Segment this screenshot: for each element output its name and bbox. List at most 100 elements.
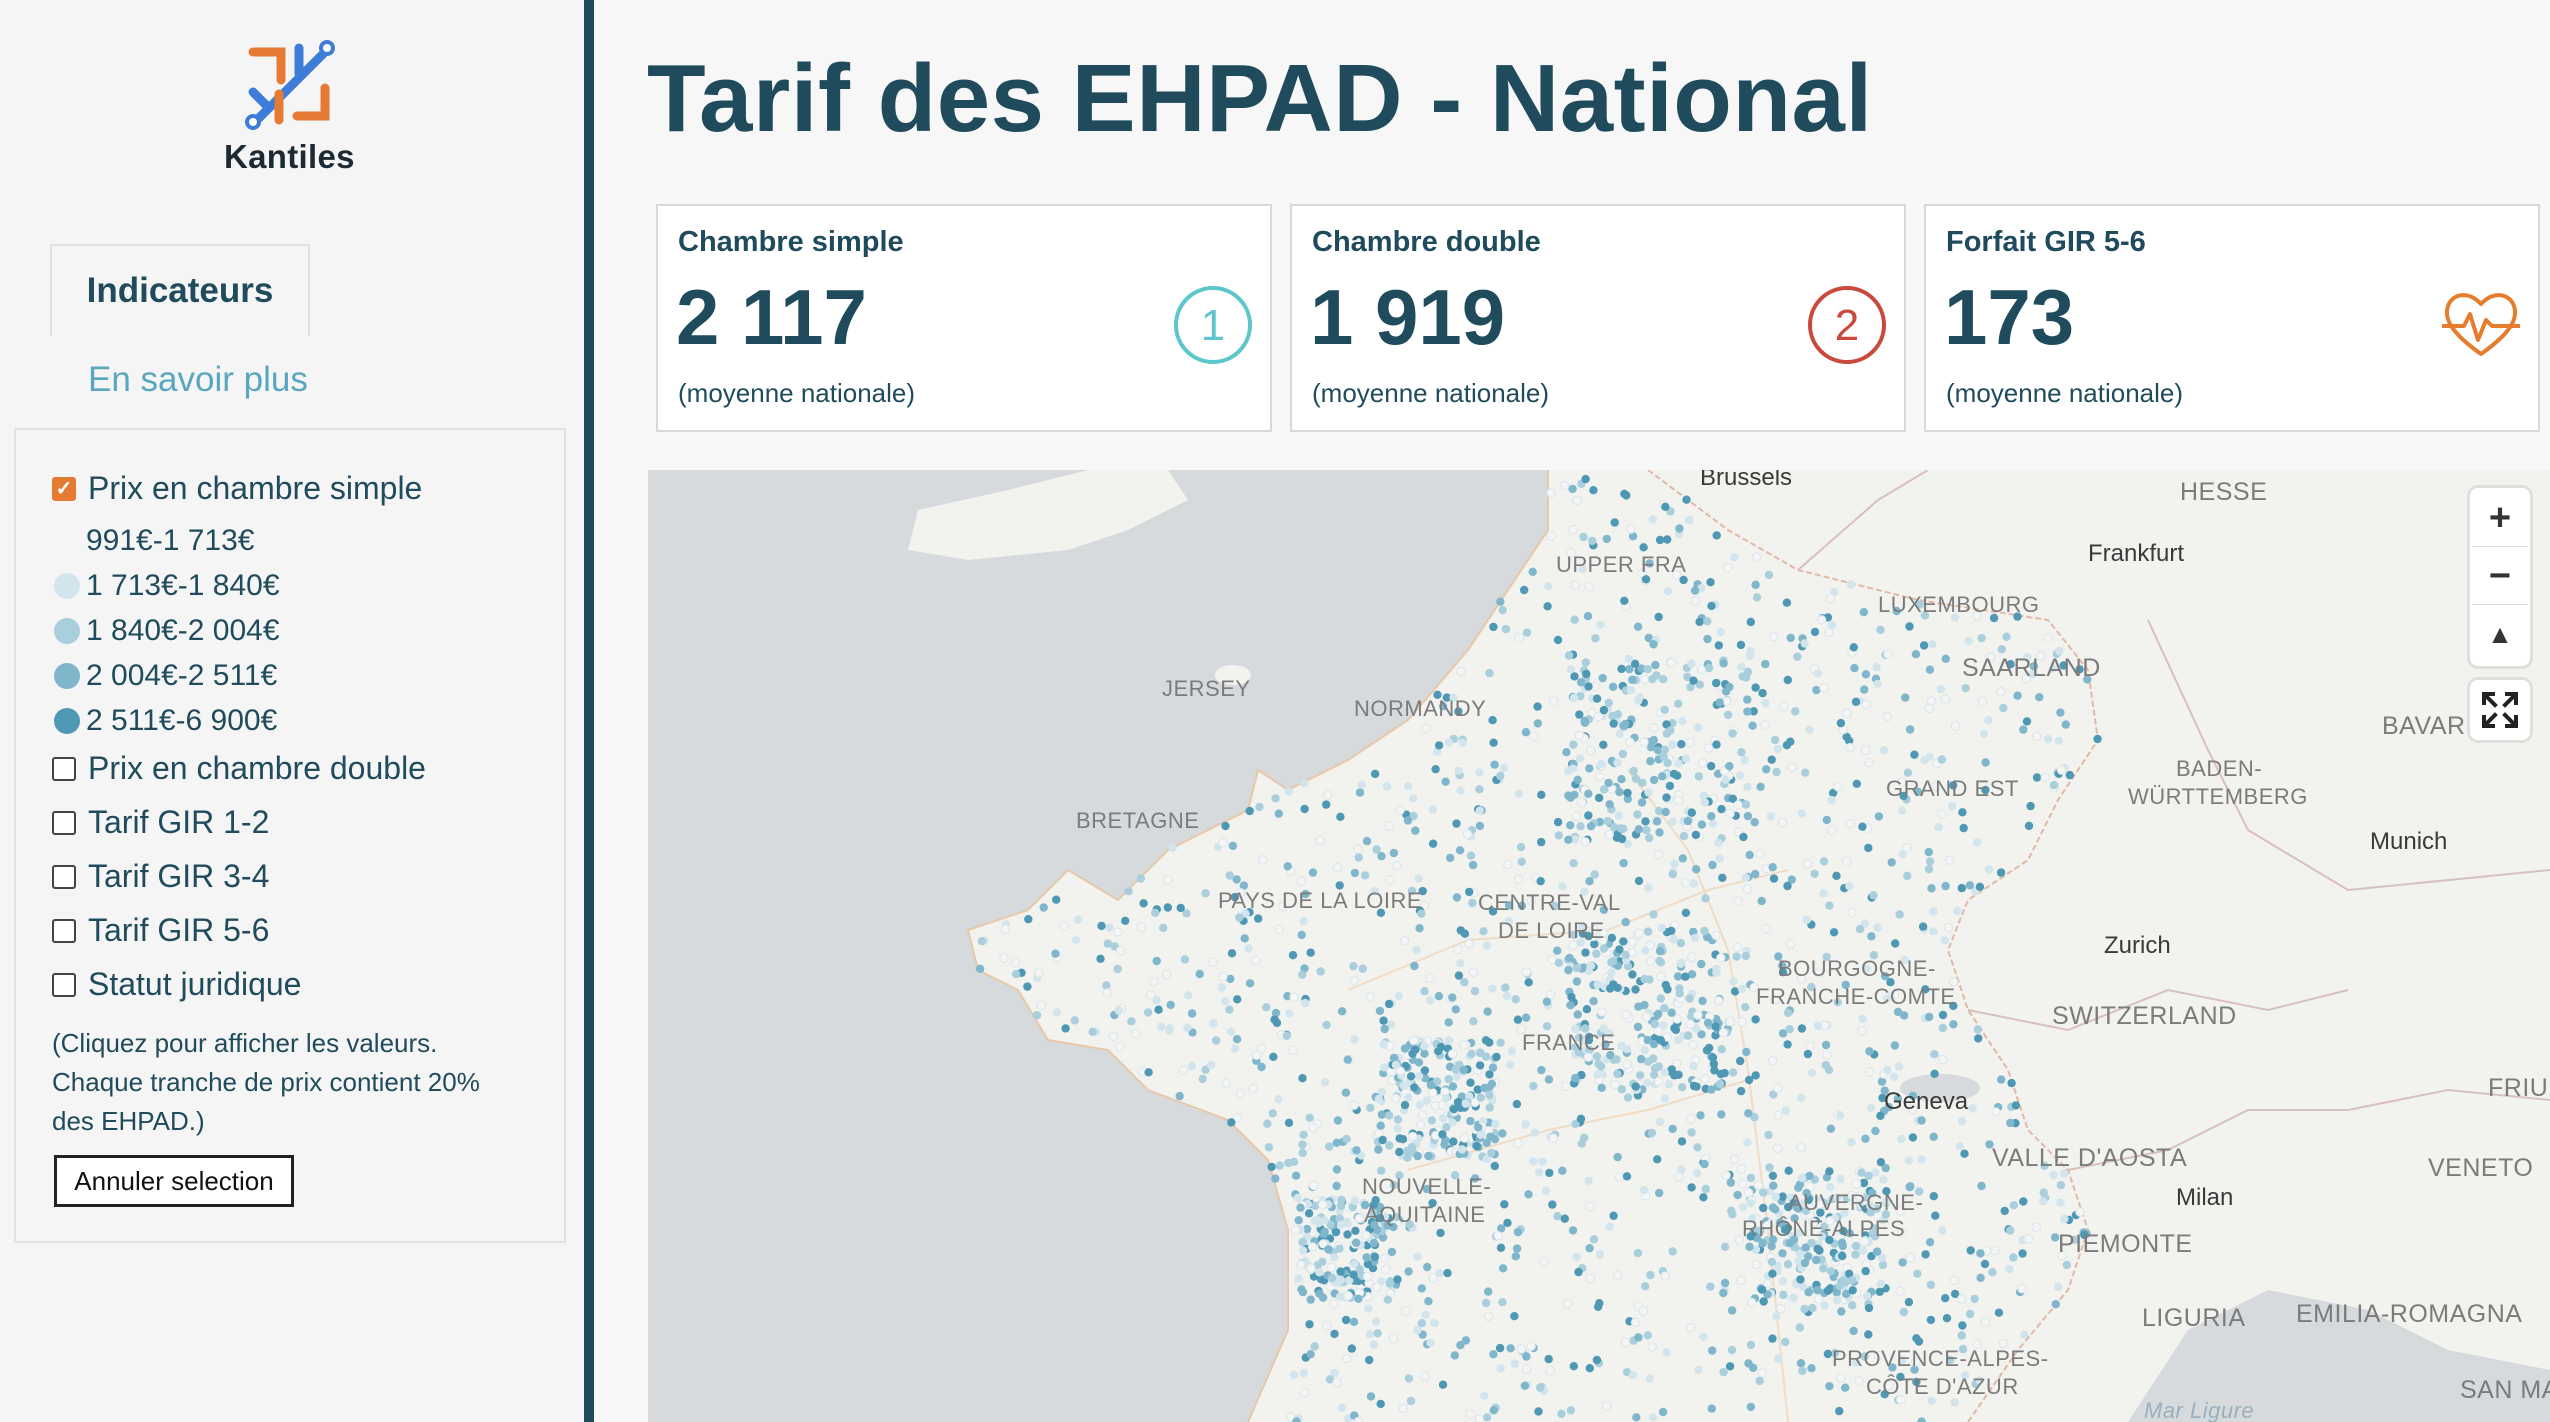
ehpad-point[interactable] bbox=[1245, 979, 1255, 988]
ehpad-point[interactable] bbox=[1364, 1304, 1373, 1313]
ehpad-point[interactable] bbox=[1750, 818, 1759, 827]
ehpad-point[interactable] bbox=[1609, 980, 1618, 989]
ehpad-point[interactable] bbox=[1406, 1396, 1416, 1406]
ehpad-point[interactable] bbox=[1297, 930, 1306, 940]
ehpad-point[interactable] bbox=[2048, 664, 2058, 673]
ehpad-point[interactable] bbox=[1692, 865, 1701, 874]
ehpad-point[interactable] bbox=[1689, 1062, 1698, 1071]
ehpad-point[interactable] bbox=[1354, 1213, 1364, 1223]
ehpad-point[interactable] bbox=[1796, 1142, 1806, 1152]
ehpad-point[interactable] bbox=[1897, 1134, 1906, 1144]
ehpad-point[interactable] bbox=[1500, 1200, 1509, 1209]
ehpad-point[interactable] bbox=[1450, 1351, 1459, 1360]
ehpad-point[interactable] bbox=[1244, 944, 1253, 953]
ehpad-point[interactable] bbox=[1688, 1040, 1699, 1050]
ehpad-point[interactable] bbox=[1762, 1278, 1773, 1289]
ehpad-point[interactable] bbox=[1461, 1099, 1470, 1108]
ehpad-point[interactable] bbox=[1458, 738, 1467, 747]
ehpad-point[interactable] bbox=[1666, 726, 1675, 735]
ehpad-point[interactable] bbox=[1745, 1242, 1754, 1251]
ehpad-point[interactable] bbox=[1407, 886, 1417, 896]
ehpad-point[interactable] bbox=[1476, 1048, 1485, 1058]
ehpad-point[interactable] bbox=[1751, 1071, 1760, 1080]
ehpad-point[interactable] bbox=[1362, 1253, 1371, 1262]
ehpad-point[interactable] bbox=[1645, 1374, 1654, 1383]
ehpad-point[interactable] bbox=[1634, 928, 1644, 938]
ehpad-point[interactable] bbox=[1882, 994, 1892, 1003]
ehpad-point[interactable] bbox=[1274, 809, 1283, 818]
ehpad-point[interactable] bbox=[1851, 1250, 1860, 1259]
ehpad-point[interactable] bbox=[2075, 665, 2084, 674]
ehpad-point[interactable] bbox=[1425, 996, 1435, 1005]
ehpad-point[interactable] bbox=[1894, 1062, 1904, 1071]
ehpad-point[interactable] bbox=[1953, 906, 1962, 916]
ehpad-point[interactable] bbox=[1727, 1206, 1736, 1215]
ehpad-point[interactable] bbox=[1152, 996, 1161, 1005]
ehpad-point[interactable] bbox=[1572, 963, 1582, 973]
ehpad-point[interactable] bbox=[1589, 997, 1598, 1006]
ehpad-point[interactable] bbox=[1239, 881, 1249, 890]
ehpad-point[interactable] bbox=[1332, 1165, 1342, 1174]
ehpad-point[interactable] bbox=[1408, 1131, 1418, 1142]
ehpad-point[interactable] bbox=[1475, 806, 1484, 815]
ehpad-point[interactable] bbox=[1609, 956, 1618, 966]
ehpad-point[interactable] bbox=[1862, 1291, 1872, 1301]
ehpad-point[interactable] bbox=[1573, 1010, 1582, 1019]
ehpad-point[interactable] bbox=[1608, 682, 1618, 691]
ehpad-point[interactable] bbox=[2075, 1207, 2085, 1217]
ehpad-point[interactable] bbox=[1673, 1036, 1683, 1045]
ehpad-point[interactable] bbox=[1765, 1163, 1774, 1172]
ehpad-point[interactable] bbox=[1413, 1326, 1422, 1335]
ehpad-point[interactable] bbox=[1370, 1220, 1379, 1229]
ehpad-point[interactable] bbox=[1836, 1373, 1846, 1383]
ehpad-point[interactable] bbox=[1596, 1062, 1606, 1071]
ehpad-point[interactable] bbox=[1584, 811, 1593, 820]
ehpad-point[interactable] bbox=[1496, 597, 1505, 606]
ehpad-point[interactable] bbox=[1382, 782, 1392, 791]
ehpad-point[interactable] bbox=[1438, 702, 1448, 711]
ehpad-point[interactable] bbox=[1535, 1383, 1545, 1392]
ehpad-point[interactable] bbox=[1447, 1049, 1458, 1059]
ehpad-point[interactable] bbox=[1198, 1074, 1207, 1084]
ehpad-point[interactable] bbox=[1272, 1018, 1282, 1028]
ehpad-point[interactable] bbox=[1479, 927, 1488, 936]
ehpad-point[interactable] bbox=[1908, 1091, 1918, 1101]
ehpad-point[interactable] bbox=[1656, 958, 1666, 967]
ehpad-point[interactable] bbox=[1743, 1138, 1752, 1147]
ehpad-point[interactable] bbox=[1797, 1173, 1807, 1183]
ehpad-point[interactable] bbox=[1470, 986, 1480, 996]
ehpad-point[interactable] bbox=[1404, 1267, 1413, 1276]
ehpad-point[interactable] bbox=[1779, 1290, 1788, 1300]
ehpad-point[interactable] bbox=[1487, 1079, 1497, 1088]
ehpad-point[interactable] bbox=[2028, 669, 2037, 679]
ehpad-point[interactable] bbox=[1772, 1312, 1781, 1321]
ehpad-point[interactable] bbox=[1744, 1359, 1753, 1368]
ehpad-point[interactable] bbox=[1187, 1061, 1197, 1071]
ehpad-point[interactable] bbox=[1594, 793, 1604, 803]
ehpad-point[interactable] bbox=[1728, 794, 1738, 803]
ehpad-point[interactable] bbox=[1681, 972, 1690, 981]
ehpad-point[interactable] bbox=[1627, 937, 1638, 947]
ehpad-point[interactable] bbox=[1537, 837, 1546, 847]
ehpad-point[interactable] bbox=[1592, 694, 1602, 703]
ehpad-point[interactable] bbox=[1574, 1048, 1584, 1057]
ehpad-point[interactable] bbox=[1654, 806, 1664, 816]
ehpad-point[interactable] bbox=[1305, 1320, 1314, 1329]
ehpad-point[interactable] bbox=[1937, 809, 1947, 819]
ehpad-point[interactable] bbox=[1674, 1172, 1684, 1182]
ehpad-point[interactable] bbox=[1593, 980, 1602, 989]
ehpad-point[interactable] bbox=[1454, 971, 1464, 980]
ehpad-point[interactable] bbox=[1889, 1072, 1899, 1081]
ehpad-point[interactable] bbox=[1275, 1161, 1284, 1170]
ehpad-point[interactable] bbox=[1374, 1145, 1383, 1154]
ehpad-point[interactable] bbox=[1730, 987, 1740, 996]
ehpad-point[interactable] bbox=[1964, 636, 1973, 646]
ehpad-point[interactable] bbox=[1662, 1348, 1671, 1357]
ehpad-point[interactable] bbox=[1772, 767, 1781, 777]
ehpad-point[interactable] bbox=[1424, 1297, 1433, 1306]
ehpad-point[interactable] bbox=[1350, 1259, 1359, 1269]
ehpad-point[interactable] bbox=[1337, 1403, 1347, 1412]
ehpad-point[interactable] bbox=[1335, 1292, 1345, 1301]
ehpad-point[interactable] bbox=[1813, 1294, 1824, 1304]
ehpad-point[interactable] bbox=[1329, 1299, 1339, 1309]
